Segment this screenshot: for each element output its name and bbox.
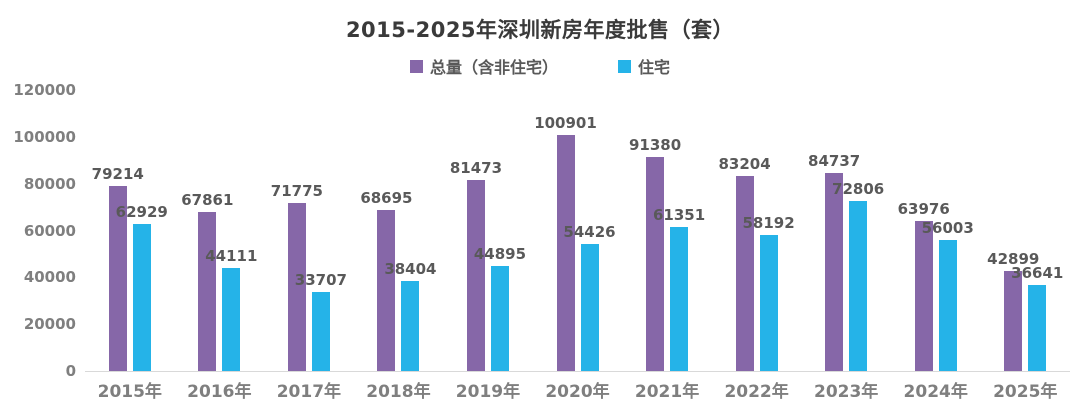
plot-area: 79214 62929 67861 44111 71775 33707 68695 38404… [85, 90, 1070, 372]
bar-residential: 61351 [653, 206, 705, 371]
x-axis-category-label: 2021年 [634, 382, 700, 402]
bar-value-label: 67861 [181, 191, 234, 210]
bar-value-label: 54426 [563, 222, 616, 241]
bar-residential: 72806 [832, 180, 884, 371]
bar-group: 67861 44111 [175, 90, 265, 371]
y-axis-tick-label: 60000 [23, 221, 76, 240]
bar-total: 84737 [808, 152, 860, 371]
bar-value-label: 62929 [115, 202, 168, 221]
bar-total: 81473 [450, 159, 502, 371]
y-axis: 0 20000 40000 60000 80000 100000 120000 [0, 81, 76, 380]
y-axis-tick-label: 120000 [13, 81, 76, 99]
bar-total: 67861 [181, 191, 233, 371]
bar-group: 68695 38404 [354, 90, 444, 371]
bar-residential: 44111 [205, 247, 257, 371]
bar-value-label: 100901 [534, 113, 597, 132]
bar-value-label: 42899 [987, 249, 1040, 268]
bar-value-label: 44111 [205, 246, 258, 265]
bar-value-label: 72806 [832, 179, 885, 198]
bar-value-label: 38404 [384, 260, 437, 279]
bar-group: 79214 62929 [85, 90, 175, 371]
bar-total: 63976 [898, 200, 950, 371]
bar-total: 91380 [629, 136, 681, 371]
x-axis-category-label: 2025年 [993, 382, 1058, 402]
bar-group: 100901 54426 [533, 90, 623, 371]
bar-total: 83204 [719, 155, 771, 371]
bar-value-label: 63976 [897, 200, 950, 219]
x-axis-category-label: 2020年 [545, 382, 610, 402]
y-axis-tick-label: 0 [65, 362, 76, 380]
bar-residential: 54426 [563, 223, 616, 371]
x-axis-category-label: 2023年 [813, 382, 879, 402]
bar-group: 42899 36641 [980, 90, 1070, 371]
bar-total: 71775 [271, 182, 323, 371]
bar-value-label: 61351 [652, 206, 706, 225]
chart-title: 2015-2025年深圳新房年度批售（套） [345, 18, 735, 42]
bar-group: 81473 44895 [443, 90, 533, 371]
bar-total: 79214 [92, 165, 144, 371]
x-axis-category-label: 2024年 [903, 382, 968, 402]
bar-group: 71775 33707 [264, 90, 354, 371]
legend-swatch-total-icon [409, 59, 423, 73]
x-axis-category-label: 2019年 [455, 382, 521, 402]
y-axis-tick-label: 40000 [23, 268, 76, 287]
bar-residential: 38404 [384, 260, 437, 371]
bar-value-label: 91380 [628, 136, 682, 155]
y-axis-tick-label: 80000 [23, 174, 76, 193]
x-axis-category-label: 2017年 [276, 382, 342, 402]
bar-total: 42899 [987, 250, 1039, 371]
x-axis-category-label: 2015年 [97, 382, 162, 402]
legend-item-residential: 住宅 [618, 54, 670, 78]
bar-group: 63976 56003 [891, 90, 981, 371]
bar-residential: 56003 [922, 219, 974, 371]
bar-value-label: 56003 [921, 218, 974, 237]
bar-group: 84737 72806 [801, 90, 891, 371]
bar-value-label: 81473 [449, 159, 503, 178]
legend-label-residential: 住宅 [638, 58, 671, 77]
bar-residential: 33707 [295, 271, 347, 371]
y-axis-tick-label: 20000 [23, 315, 76, 334]
bar-value-label: 36641 [1011, 264, 1064, 283]
bar-residential: 58192 [743, 214, 795, 371]
legend-swatch-residential-icon [618, 59, 631, 73]
x-axis-category-label: 2018年 [366, 382, 431, 402]
bar-group: 91380 61351 [622, 90, 712, 371]
y-axis-tick-label: 100000 [13, 127, 76, 146]
bar-value-label: 58192 [742, 213, 795, 232]
bar-total: 68695 [360, 189, 413, 371]
bar-group: 83204 58192 [712, 90, 802, 371]
legend-item-total: 总量（含非住宅） [409, 54, 558, 78]
x-axis: 2015年 2016年 2017年 2018年 2019年 2020年 2021年 2022年… [85, 377, 1070, 402]
bar-residential: 62929 [116, 203, 168, 371]
bar-value-label: 44895 [473, 244, 527, 263]
bar-residential: 44895 [474, 245, 526, 371]
bar-residential: 36641 [1011, 264, 1063, 371]
x-axis-category-label: 2022年 [724, 382, 789, 402]
legend-label-total: 总量（含非住宅） [429, 58, 558, 77]
x-axis-category-label: 2016年 [187, 382, 252, 402]
bar-total: 100901 [534, 114, 597, 371]
bar-value-label: 68695 [360, 189, 413, 208]
chart-legend: 总量（含非住宅） 住宅 [0, 54, 1080, 78]
bar-value-label: 33707 [294, 271, 347, 290]
bar-value-label: 71775 [270, 181, 323, 200]
bar-value-label: 84737 [808, 151, 861, 170]
bar-value-label: 79214 [91, 164, 144, 183]
bar-value-label: 83204 [718, 155, 771, 174]
